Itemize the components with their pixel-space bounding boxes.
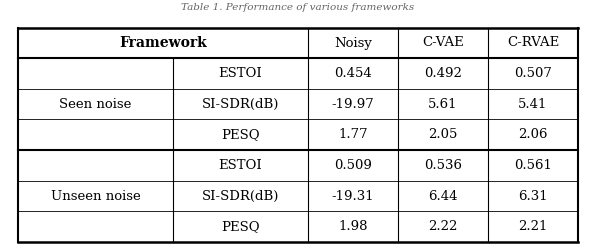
Text: Noisy: Noisy [334,36,372,50]
Text: 1.77: 1.77 [338,128,368,141]
Text: C-VAE: C-VAE [422,36,464,50]
Text: C-RVAE: C-RVAE [507,36,559,50]
Text: Seen noise: Seen noise [60,97,132,111]
Text: Table 1. Performance of various frameworks: Table 1. Performance of various framewor… [181,3,415,12]
Text: 0.454: 0.454 [334,67,372,80]
Text: 1.98: 1.98 [339,220,368,233]
Text: 0.509: 0.509 [334,159,372,172]
Text: ESTOI: ESTOI [219,159,262,172]
Text: Framework: Framework [119,36,207,50]
Text: 6.44: 6.44 [429,189,458,203]
Text: 2.06: 2.06 [519,128,548,141]
Text: 0.492: 0.492 [424,67,462,80]
Text: ESTOI: ESTOI [219,67,262,80]
Text: SI-SDR(dB): SI-SDR(dB) [202,189,279,203]
Text: 2.05: 2.05 [429,128,458,141]
Text: SI-SDR(dB): SI-SDR(dB) [202,97,279,111]
Text: 5.41: 5.41 [519,97,548,111]
Text: -19.97: -19.97 [331,97,374,111]
Text: 0.536: 0.536 [424,159,462,172]
Text: 2.22: 2.22 [429,220,458,233]
Text: -19.31: -19.31 [332,189,374,203]
Text: 5.61: 5.61 [429,97,458,111]
Text: PESQ: PESQ [221,220,260,233]
Text: 6.31: 6.31 [518,189,548,203]
Text: Unseen noise: Unseen noise [51,189,141,203]
Text: PESQ: PESQ [221,128,260,141]
Text: 0.507: 0.507 [514,67,552,80]
Text: 2.21: 2.21 [519,220,548,233]
Text: 0.561: 0.561 [514,159,552,172]
